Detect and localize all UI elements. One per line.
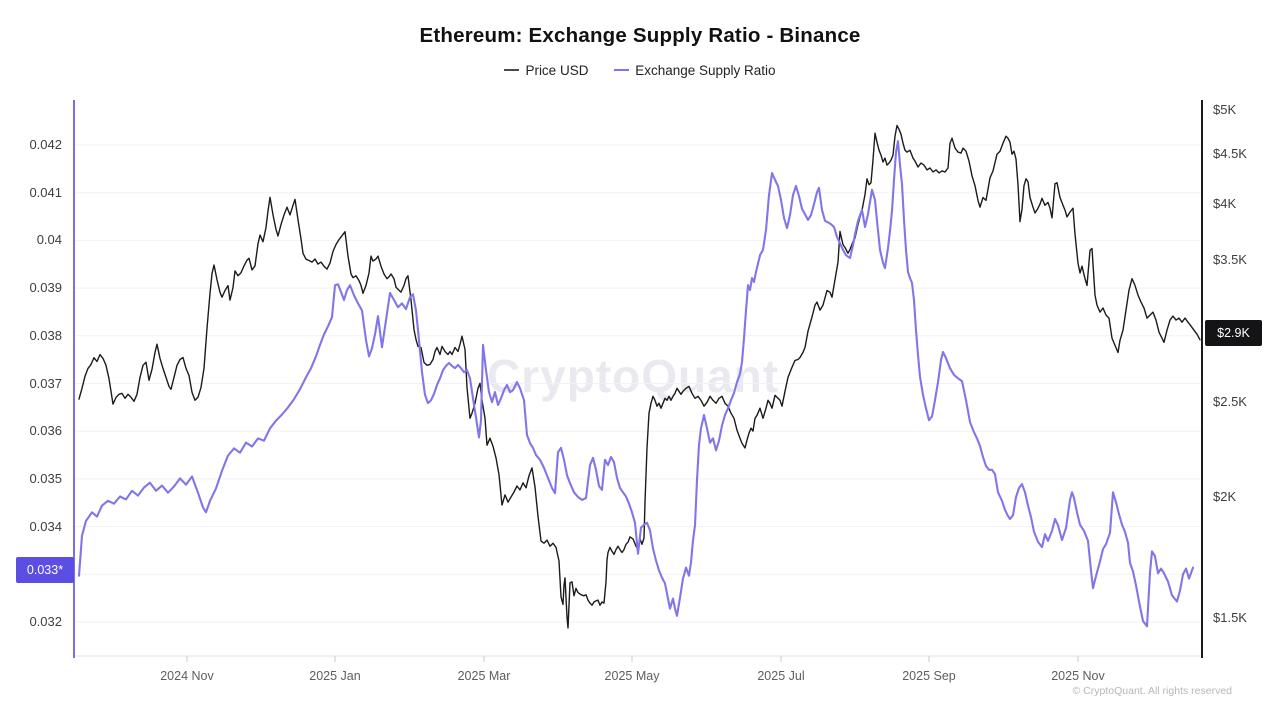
y-left-tick-label: 0.034: [29, 518, 62, 534]
price-current-badge: $2.9K: [1205, 319, 1262, 346]
y-left-tick-label: 0.037: [29, 375, 62, 391]
y-right-tick-label: $3.5K: [1213, 252, 1247, 268]
x-tick-label: 2024 Nov: [160, 669, 214, 683]
copyright-text: © CryptoQuant. All rights reserved: [1072, 685, 1232, 697]
y-left-tick-label: 0.039: [29, 280, 62, 296]
y-left-tick-label: 0.038: [29, 327, 62, 343]
y-left-tick-label: 0.041: [29, 184, 62, 200]
y-left-tick-label: 0.035: [29, 470, 62, 486]
y-right-tick-label: $2K: [1213, 488, 1237, 504]
x-tick-label: 2025 Sep: [902, 669, 956, 683]
ratio-current-badge: 0.033*: [16, 556, 74, 583]
y-right-tick-label: $5K: [1213, 102, 1237, 117]
x-tick-label: 2025 Mar: [457, 669, 511, 683]
price-line-swatch-icon: [504, 69, 520, 72]
x-tick-label: 2025 Jul: [757, 669, 805, 683]
y-left-tick-label: 0.04: [36, 232, 62, 248]
y-right-tick-label: $4.5K: [1213, 146, 1247, 162]
y-left-tick-label: 0.042: [29, 137, 62, 152]
y-left-tick-label: 0.036: [29, 423, 62, 439]
x-tick-label: 2025 Jan: [309, 669, 361, 683]
y-right-tick-label: $4K: [1213, 196, 1237, 212]
page-title: Ethereum: Exchange Supply Ratio - Binanc…: [419, 24, 861, 47]
y-right-tick-label: $2.5K: [1213, 394, 1247, 410]
ratio-line: [77, 140, 1195, 628]
y-right-tick-label: $1.5K: [1213, 609, 1247, 625]
x-tick-label: 2025 May: [604, 669, 660, 683]
x-tick-label: 2025 Nov: [1051, 669, 1105, 683]
watermark: CryptoQuant: [487, 350, 780, 402]
ratio-line-swatch-icon: [614, 69, 630, 72]
legend-item-price[interactable]: Price USD: [504, 63, 588, 78]
legend-item-ratio[interactable]: Exchange Supply Ratio: [614, 63, 776, 78]
y-left-tick-label: 0.032: [29, 614, 62, 629]
price-line: [78, 124, 1201, 629]
legend-label-ratio: Exchange Supply Ratio: [635, 63, 776, 78]
legend: Price USD Exchange Supply Ratio: [0, 63, 1280, 78]
legend-label-price: Price USD: [525, 63, 589, 78]
